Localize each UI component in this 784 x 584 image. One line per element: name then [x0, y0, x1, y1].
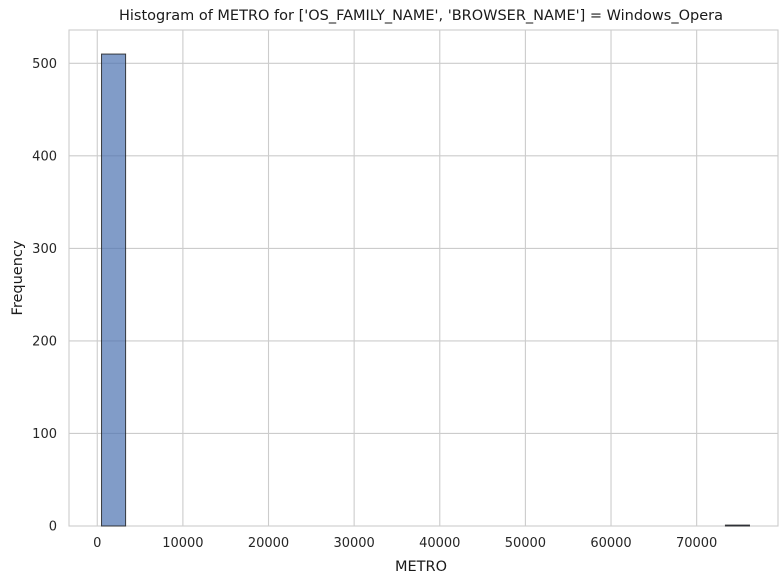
- plot-frame: [68, 29, 779, 527]
- x-tick-label: 10000: [162, 536, 203, 551]
- y-tick-label: 300: [32, 242, 57, 257]
- y-tick-label: 400: [32, 149, 57, 164]
- histogram-bar: [101, 53, 127, 527]
- x-tick-label: 60000: [590, 536, 631, 551]
- y-tick-labels: 0 100 200 300 400 500: [32, 57, 57, 535]
- chart-title: Histogram of METRO for ['OS_FAMILY_NAME'…: [119, 8, 723, 24]
- x-tick-label: 0: [93, 536, 101, 551]
- x-tick-label: 20000: [248, 536, 289, 551]
- y-tick-label: 500: [32, 57, 57, 72]
- y-tick-label: 0: [49, 520, 57, 535]
- x-tick-label: 30000: [333, 536, 374, 551]
- grid-lines: [69, 30, 778, 527]
- x-tick-label: 70000: [676, 536, 717, 551]
- x-tick-label: 50000: [505, 536, 546, 551]
- y-tick-label: 200: [32, 334, 57, 349]
- x-tick-labels: 0 10000 20000 30000 40000 50000 60000 70000: [93, 536, 717, 551]
- x-axis-label: METRO: [395, 559, 447, 575]
- histogram-bar: [724, 524, 750, 527]
- y-tick-label: 100: [32, 427, 57, 442]
- histogram-bars: [101, 53, 750, 527]
- y-axis-label: Frequency: [10, 240, 26, 315]
- x-tick-label: 40000: [419, 536, 460, 551]
